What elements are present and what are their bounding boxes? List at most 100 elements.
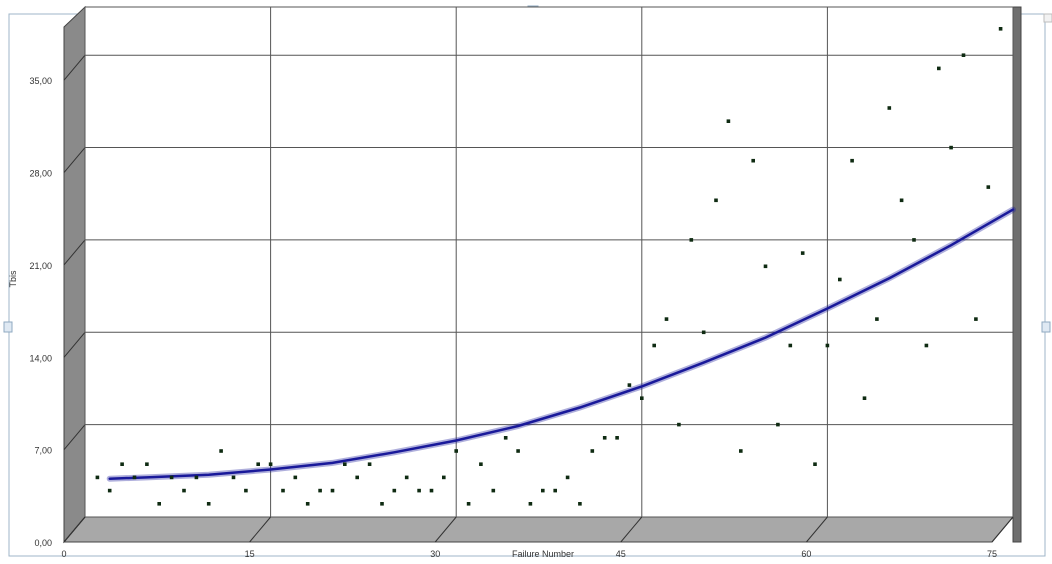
- data-point: [380, 502, 384, 506]
- resize-handle-right[interactable]: [1041, 321, 1051, 333]
- x-axis-label: Failure Number: [512, 549, 574, 559]
- data-point: [565, 475, 570, 480]
- data-point: [701, 330, 706, 335]
- y-axis-label: Tbis: [8, 270, 18, 288]
- y-tick-label: 7,00: [34, 446, 52, 456]
- data-point: [343, 462, 347, 466]
- data-point: [776, 422, 780, 427]
- y-tick-label: 0,00: [34, 538, 52, 548]
- data-point: [553, 488, 557, 493]
- plot-walls: [62, 5, 1022, 544]
- data-point: [305, 502, 310, 506]
- wall-grid-line: [63, 54, 86, 81]
- data-point: [392, 488, 397, 493]
- data-point: [516, 449, 520, 453]
- data-point: [615, 436, 619, 440]
- data-point: [132, 475, 137, 480]
- data-point: [231, 475, 236, 480]
- data-point: [800, 251, 805, 255]
- data-point: [182, 488, 186, 493]
- data-point: [875, 317, 879, 321]
- data-point: [355, 475, 359, 480]
- wall-grid-line: [63, 239, 86, 266]
- data-point: [714, 198, 718, 203]
- resize-handle-left[interactable]: [3, 321, 13, 333]
- floor-grid-line: [991, 516, 1014, 543]
- data-point: [825, 343, 830, 348]
- data-point: [850, 158, 854, 163]
- data-point: [404, 475, 409, 480]
- x-tick-label: 45: [616, 549, 626, 559]
- x-tick-label: 0: [61, 549, 66, 559]
- data-point: [120, 462, 124, 466]
- data-point: [503, 436, 508, 440]
- back-wall: [84, 6, 1014, 518]
- data-point: [442, 475, 446, 480]
- wall-grid-line: [63, 424, 86, 450]
- data-point: [912, 238, 916, 242]
- data-point: [813, 462, 817, 466]
- left-wall: [63, 5, 86, 544]
- x-tick-label: 60: [801, 549, 811, 559]
- data-point: [664, 317, 669, 321]
- data-point: [726, 119, 731, 123]
- data-point: [107, 488, 112, 493]
- data-point: [751, 158, 755, 163]
- data-point: [788, 343, 793, 348]
- data-point: [367, 462, 372, 466]
- data-point: [330, 488, 335, 493]
- data-point: [466, 502, 471, 506]
- y-tick-label: 21,00: [29, 261, 52, 271]
- data-point: [417, 488, 421, 493]
- data-points: [95, 27, 1003, 506]
- data-point: [268, 462, 273, 466]
- data-point: [244, 488, 248, 493]
- y-tick-label: 35,00: [29, 76, 52, 86]
- data-point: [256, 462, 260, 466]
- data-point: [194, 475, 199, 480]
- floor: [62, 516, 1015, 543]
- data-point: [528, 502, 533, 506]
- data-point: [924, 343, 929, 348]
- data-point: [157, 502, 161, 506]
- data-point: [763, 264, 768, 269]
- floor-grid-line: [249, 516, 271, 543]
- floor-grid-line: [620, 516, 643, 543]
- data-point: [838, 277, 842, 282]
- data-point: [899, 198, 904, 203]
- data-point: [206, 502, 211, 506]
- wall-grid-line: [63, 147, 86, 173]
- y-tick-label: 14,00: [29, 353, 52, 363]
- y-tick-labels: 0,00 7,00 14,00 21,00 28,00 35,00: [29, 76, 52, 548]
- data-point: [862, 396, 867, 400]
- data-point: [998, 27, 1003, 31]
- data-point: [949, 145, 953, 150]
- data-point: [652, 343, 656, 348]
- data-point: [961, 53, 966, 57]
- floor-grid-line: [63, 516, 86, 543]
- data-point: [429, 488, 434, 493]
- data-point: [281, 488, 285, 493]
- data-point: [739, 449, 743, 453]
- x-tick-label: 15: [245, 549, 255, 559]
- x-tick-label: 75: [987, 549, 997, 559]
- trend-line-shadow: [106, 206, 1016, 482]
- data-point: [627, 383, 632, 387]
- data-point: [479, 462, 483, 466]
- plot-grid: [63, 7, 1014, 543]
- data-point: [689, 238, 694, 242]
- right-edge: [1012, 6, 1022, 543]
- corner-handle[interactable]: [1043, 13, 1052, 23]
- data-point: [937, 66, 941, 71]
- data-point: [986, 185, 991, 189]
- data-point: [293, 475, 298, 480]
- floor-grid-line: [806, 516, 828, 543]
- x-tick-labels: 0 15 30 45 60 75: [61, 549, 997, 559]
- data-point: [454, 449, 458, 453]
- trend-curve: [106, 206, 1016, 482]
- data-point: [590, 449, 595, 453]
- data-point: [145, 462, 149, 466]
- data-point: [602, 436, 607, 440]
- x-tick-label: 30: [430, 549, 440, 559]
